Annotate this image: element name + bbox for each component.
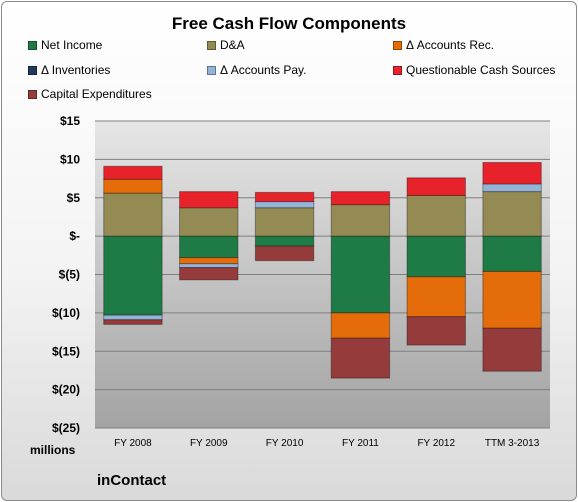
bar-segment-capital-expenditures-fy-2012 <box>406 316 466 346</box>
legend-swatch-inventories <box>28 65 37 75</box>
brand-label: inContact <box>97 472 167 489</box>
bar-segment-accounts-rec-ttm-3-2013 <box>482 270 542 329</box>
legend-label-questionable-cash: Questionable Cash Sources <box>406 63 556 77</box>
legend-item-inventories: Δ Inventories <box>28 63 110 77</box>
x-tick-label: FY 2010 <box>266 438 304 449</box>
y-tick-label: $(10) <box>52 306 80 320</box>
legend-swatch-net-income <box>28 40 37 50</box>
chart-title: Free Cash Flow Components <box>171 14 407 33</box>
bar-segment-questionable-cash-sources-fy-2010 <box>254 191 315 203</box>
bar-segment-d-a-fy-2009 <box>179 207 239 237</box>
bar-segment-net-income-fy-2011 <box>330 235 391 314</box>
legend-item-accounts-pay: Δ Accounts Pay. <box>207 63 307 77</box>
bar-segment-accounts-rec-fy-2012 <box>406 276 466 318</box>
units-label: millions <box>30 443 76 457</box>
legend-swatch-accounts-rec <box>393 40 402 50</box>
bar-segment-net-income-fy-2009 <box>179 235 239 259</box>
legend-label-accounts-rec: Δ Accounts Rec. <box>406 38 495 52</box>
x-tick-label: FY 2009 <box>190 438 228 449</box>
y-axis-ticks: $15 $10 $5 $- $(5) $(10) $(15) $(20) $(25) <box>52 114 80 435</box>
bar-segment-d-a-fy-2010 <box>254 207 315 237</box>
legend-swatch-d-and-a <box>207 40 216 50</box>
y-tick-label: $(5) <box>59 268 80 282</box>
legend-swatch-questionable-cash <box>393 65 402 75</box>
legend-label-capex: Capital Expenditures <box>41 87 152 101</box>
x-axis-ticks: FY 2008 FY 2009 FY 2010 FY 2011 FY 2012 TTM 3… <box>114 438 540 449</box>
bar-segment-accounts-pay-fy-2009 <box>179 263 239 269</box>
y-tick-label: $- <box>69 229 80 243</box>
legend-label-net-income: Net Income <box>41 38 103 52</box>
bar-segment-capital-expenditures-fy-2008 <box>103 319 163 325</box>
bar-segment-d-a-ttm-3-2013 <box>482 191 542 237</box>
bar-segment-capital-expenditures-fy-2010 <box>254 245 315 262</box>
y-tick-label: $(25) <box>52 421 80 435</box>
bar-segment-questionable-cash-sources-fy-2008 <box>103 165 163 180</box>
bar-segment-questionable-cash-sources-ttm-3-2013 <box>482 161 542 185</box>
bar-segment-accounts-pay-ttm-3-2013 <box>482 183 542 193</box>
bar-segment-capital-expenditures-fy-2009 <box>179 267 239 281</box>
bar-segment-d-a-fy-2012 <box>406 194 466 237</box>
bar-segment-net-income-fy-2012 <box>406 235 466 278</box>
bar-segment-capital-expenditures-fy-2011 <box>330 337 391 379</box>
bar-segment-questionable-cash-sources-fy-2011 <box>330 191 391 206</box>
legend-item-capex: Capital Expenditures <box>28 87 152 101</box>
legend-swatch-accounts-pay <box>207 65 216 75</box>
legend-item-accounts-rec: Δ Accounts Rec. <box>393 38 494 52</box>
legend-label-accounts-pay: Δ Accounts Pay. <box>220 63 307 77</box>
y-tick-label: $(15) <box>52 344 80 358</box>
legend-item-d-and-a: D&A <box>207 38 245 52</box>
legend-label-inventories: Δ Inventories <box>41 63 111 77</box>
bar-stacks <box>103 161 542 379</box>
bar-segment-accounts-rec-fy-2009 <box>179 257 239 265</box>
x-tick-label: FY 2008 <box>114 438 152 449</box>
bar-segment-net-income-fy-2008 <box>103 235 163 316</box>
bar-segment-capital-expenditures-ttm-3-2013 <box>482 327 542 372</box>
y-tick-label: $5 <box>67 191 81 205</box>
legend-swatch-capex <box>28 89 37 99</box>
x-tick-label: FY 2011 <box>342 438 379 449</box>
bar-segment-accounts-pay-fy-2010 <box>254 201 315 209</box>
grid-lines <box>95 120 550 429</box>
bar-segment-accounts-rec-fy-2011 <box>330 312 391 339</box>
x-tick-label: FY 2012 <box>417 438 455 449</box>
bar-segment-d-a-fy-2011 <box>330 204 391 237</box>
bar-segment-d-a-fy-2008 <box>103 192 163 237</box>
bar-segment-questionable-cash-sources-fy-2012 <box>406 177 466 196</box>
y-tick-label: $15 <box>60 114 80 128</box>
x-tick-label: TTM 3-2013 <box>485 438 540 449</box>
legend-item-net-income: Net Income <box>28 38 102 52</box>
bar-segment-accounts-pay-fy-2008 <box>103 314 163 321</box>
y-tick-label: $(20) <box>52 383 80 397</box>
bar-segment-questionable-cash-sources-fy-2009 <box>179 191 239 209</box>
y-tick-label: $10 <box>60 152 80 166</box>
bar-segment-net-income-fy-2010 <box>254 235 315 247</box>
legend-label-d-and-a: D&A <box>220 38 245 52</box>
bar-segment-accounts-rec-fy-2008 <box>103 178 163 194</box>
bar-segment-net-income-ttm-3-2013 <box>482 235 542 272</box>
legend-item-questionable-cash: Questionable Cash Sources <box>393 63 555 77</box>
